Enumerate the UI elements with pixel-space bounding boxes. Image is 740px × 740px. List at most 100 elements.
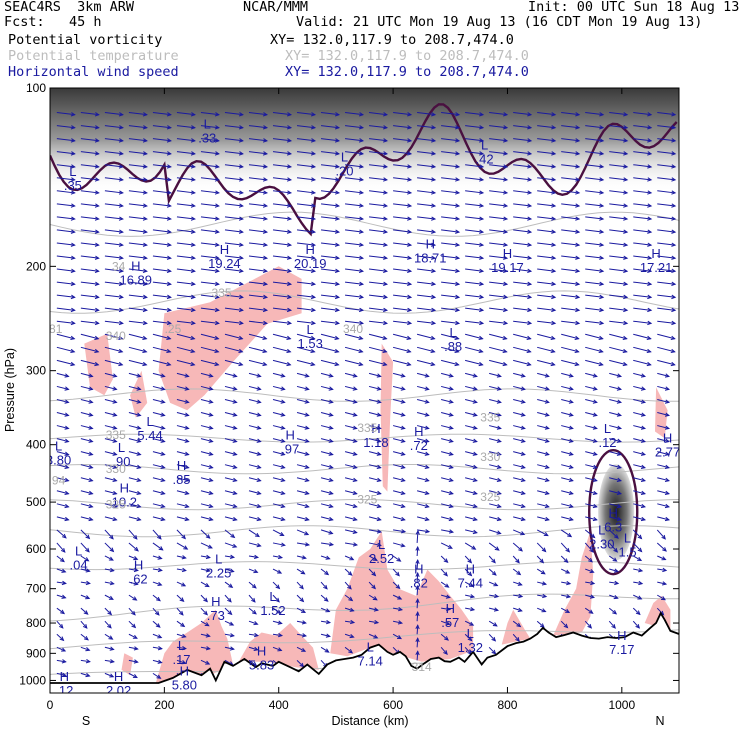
wind-vector-head [468,582,474,587]
wind-vector-head [352,516,358,522]
wind-vector-head [118,203,124,208]
wind-vector-head [472,490,478,495]
wind-vector [320,242,339,246]
wind-vector [248,281,267,285]
wind-vector [320,385,333,390]
wind-vector-head [358,255,365,260]
wind-vector [80,294,99,298]
wind-vector-head [400,451,406,456]
wind-vector [104,138,123,142]
wind-vector-head [286,229,293,234]
wind-vector-head [142,348,148,353]
wind-vector [224,307,243,311]
wind-vector-head [208,464,214,469]
wind-vector [465,203,484,207]
wind-vector [657,255,676,259]
wind-vector-head [472,425,478,430]
wind-vector-head [262,216,269,221]
wind-vector [633,333,651,340]
wind-vector-head [565,594,572,599]
wind-vector [104,125,123,129]
wind-shade-region [158,266,302,411]
wind-vector [272,607,281,614]
wind-vector-head [214,151,220,156]
wind-vector [465,333,483,340]
wind-vector [176,281,195,285]
wind-vector [200,281,219,285]
wind-vector [609,177,628,181]
wind-vector-head [640,425,647,430]
wind-vector [392,490,405,495]
wind-vector [489,594,499,598]
wind-vector-head [395,571,400,577]
wind-vector [176,190,195,194]
wind-vector-head [647,320,653,326]
hl-value: .97 [281,441,299,456]
wind-vector-head [400,399,406,404]
wind-vector [416,438,429,443]
wind-vector-head [64,464,70,469]
wind-vector-head [232,516,238,522]
wind-vector [272,177,291,181]
wind-vector [392,372,405,377]
wind-vector [224,620,234,626]
wind-vector [489,294,508,298]
wind-vector-head [454,361,460,367]
wind-vector [152,451,165,456]
hl-value: 2.52 [369,551,394,566]
wind-vector-head [286,255,293,260]
wind-vector [248,477,261,482]
wind-vector-head [256,399,262,404]
field-name-theta: Potential temperature [8,48,179,64]
wind-vector-head [109,567,115,573]
wind-vector-head [647,138,653,143]
wind-vector-head [70,361,76,367]
wind-vector [56,607,65,614]
wind-vector [513,398,525,403]
wind-vector-head [527,242,533,247]
wind-vector-head [383,268,389,273]
wind-vector [200,164,219,168]
wind-vector-head [443,558,449,563]
wind-vector-head [454,348,460,353]
wind-vector-head [493,607,500,612]
wind-vector [657,281,676,285]
wind-vector-head [166,190,172,195]
wind-vector [248,359,267,366]
wind-vector [489,242,508,246]
wind-vector-head [599,281,605,286]
wind-vector-head [647,125,653,130]
wind-vector-head [118,268,124,273]
wind-vector-head [286,320,293,326]
wind-vector [80,438,93,443]
wind-vector-head [503,203,509,208]
wind-vector-head [431,177,437,182]
wind-vector [537,346,555,353]
y-tick-label: 200 [26,259,46,273]
hl-value: 18.71 [414,250,447,265]
wind-vector [248,398,261,403]
model-title: SEAC4RS 3km ARW [4,0,135,15]
wind-vector-head [112,451,118,456]
wind-vector [609,190,628,194]
wind-vector [248,581,257,589]
wind-vector [537,112,556,116]
wind-vector [344,203,363,207]
wind-vector [609,516,621,521]
wind-vector-head [229,646,235,651]
wind-vector-head [638,568,644,573]
hl-letter: H [305,242,314,257]
wind-vector [320,425,333,430]
wind-vector [440,490,453,495]
wind-vector [585,203,604,207]
theta-label: 335 [480,411,500,425]
wind-vector-head [232,477,238,482]
wind-vector-head [516,622,522,628]
wind-vector [224,281,243,285]
wind-vector [344,177,363,181]
x-tick-label: 400 [269,698,289,712]
wind-vector-head [108,556,114,561]
wind-vector-head [406,348,412,353]
wind-vector [152,346,171,353]
wind-vector [296,372,309,377]
